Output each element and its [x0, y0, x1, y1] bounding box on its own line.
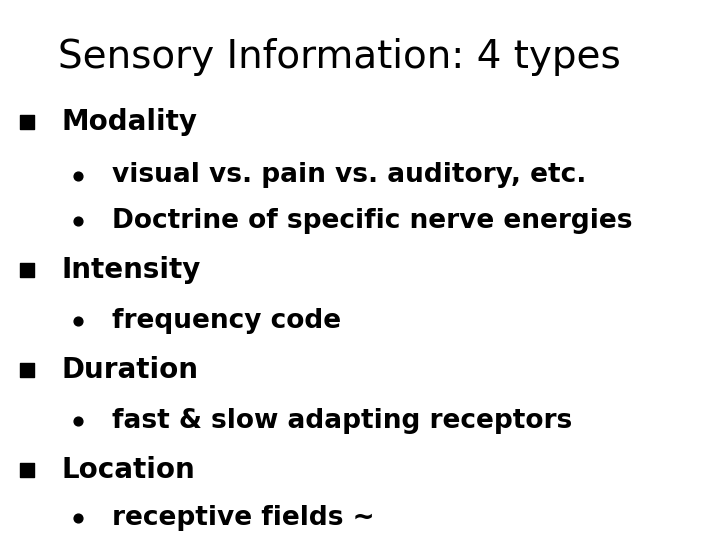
Text: Modality: Modality: [61, 107, 197, 136]
Text: Doctrine of specific nerve energies: Doctrine of specific nerve energies: [112, 208, 632, 234]
Point: [21, 117, 32, 126]
Point: [21, 465, 32, 474]
Point: [21, 366, 32, 374]
Point: [73, 514, 84, 523]
Text: Intensity: Intensity: [61, 256, 201, 284]
Point: [73, 171, 84, 180]
Text: receptive fields ~: receptive fields ~: [112, 505, 374, 531]
Text: fast & slow adapting receptors: fast & slow adapting receptors: [112, 408, 572, 434]
Point: [73, 417, 84, 426]
Text: Duration: Duration: [61, 356, 198, 384]
Text: frequency code: frequency code: [112, 308, 341, 334]
Text: Sensory Information: 4 types: Sensory Information: 4 types: [58, 38, 621, 76]
Point: [73, 217, 84, 226]
Text: Location: Location: [61, 456, 195, 484]
Point: [21, 266, 32, 274]
Text: visual vs. pain vs. auditory, etc.: visual vs. pain vs. auditory, etc.: [112, 163, 586, 188]
Point: [73, 317, 84, 326]
